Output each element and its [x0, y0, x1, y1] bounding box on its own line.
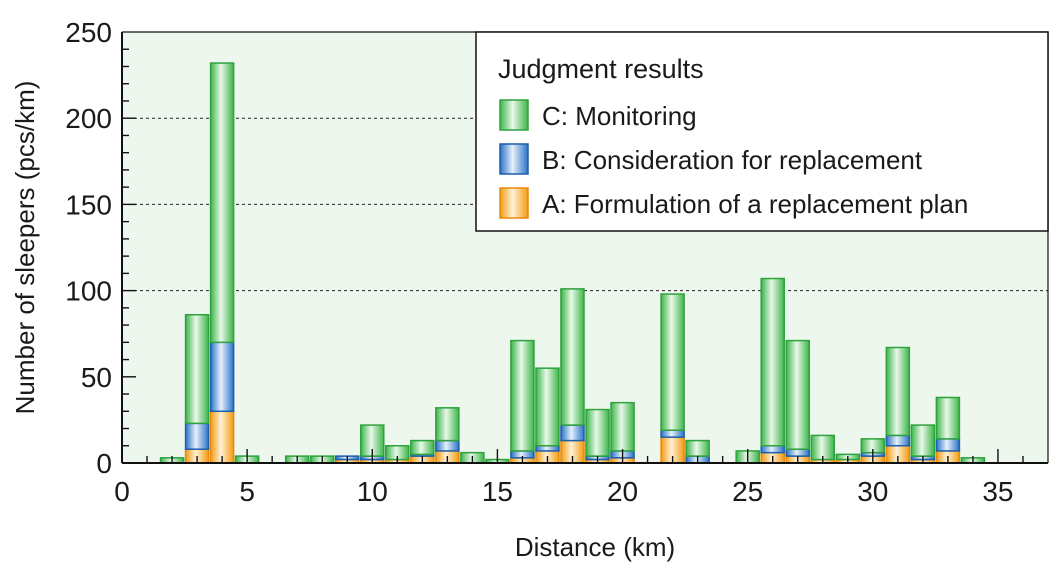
legend-swatch	[499, 99, 529, 131]
bar-segment	[810, 434, 836, 461]
bar-segment	[785, 448, 810, 457]
x-tick-label: 35	[982, 476, 1013, 507]
bar-segment	[184, 422, 210, 450]
legend-title: Judgment results	[498, 54, 704, 84]
bar-segment	[685, 439, 710, 457]
y-tick-label: 250	[65, 17, 112, 48]
x-tick-label: 20	[607, 476, 638, 507]
bar-segment	[660, 293, 685, 431]
x-tick-label: 15	[482, 476, 513, 507]
bar-segment	[535, 445, 560, 452]
x-tick-label: 5	[239, 476, 255, 507]
y-tick-label: 200	[65, 103, 112, 134]
bar-segment	[510, 339, 535, 452]
x-tick-label: 10	[357, 476, 388, 507]
bar-segment	[560, 424, 585, 442]
legend-entry: B: Consideration for replacement	[542, 145, 923, 175]
bar-segment	[935, 396, 961, 440]
legend-box	[475, 31, 1049, 232]
legend-entry: C: Monitoring	[542, 101, 697, 131]
bar-segment	[535, 367, 560, 447]
bar-segment	[760, 445, 785, 454]
y-tick-label: 100	[65, 276, 112, 307]
bar-segment	[610, 401, 635, 452]
y-tick-label: 50	[81, 362, 112, 393]
x-axis-label: Distance (km)	[515, 532, 675, 562]
bar-segment	[785, 339, 810, 450]
legend-swatch	[499, 143, 529, 175]
y-axis-label: Number of sleepers (pcs/km)	[10, 81, 40, 415]
bar-segment	[410, 439, 435, 456]
bar-segment	[585, 408, 610, 457]
bar-segment	[660, 429, 685, 438]
bar-segment	[435, 439, 460, 452]
bar-segment	[560, 288, 585, 426]
legend-swatch	[499, 187, 529, 219]
x-tick-label: 30	[857, 476, 888, 507]
bar-segment	[209, 410, 235, 464]
bar-segment	[935, 438, 961, 452]
y-tick-label: 150	[65, 189, 112, 220]
x-tick-label: 0	[114, 476, 130, 507]
legend: Judgment results C: Monitoring B: Consider…	[475, 31, 1049, 232]
bar-segment	[184, 313, 210, 425]
bar-segment	[885, 346, 911, 437]
bar-segment	[209, 62, 235, 344]
bar-segment	[435, 407, 460, 442]
x-tick-label: 25	[732, 476, 763, 507]
bar-segment	[885, 434, 911, 447]
bar-segment	[910, 424, 936, 457]
axes: 0 5 10 15 20 25 30 35 0 50 100 150 200 250	[65, 17, 1049, 507]
bar-segment	[209, 341, 235, 413]
y-tick-label: 0	[96, 448, 112, 479]
legend-entry: A: Formulation of a replacement plan	[542, 189, 968, 219]
bar-segment	[760, 277, 785, 447]
